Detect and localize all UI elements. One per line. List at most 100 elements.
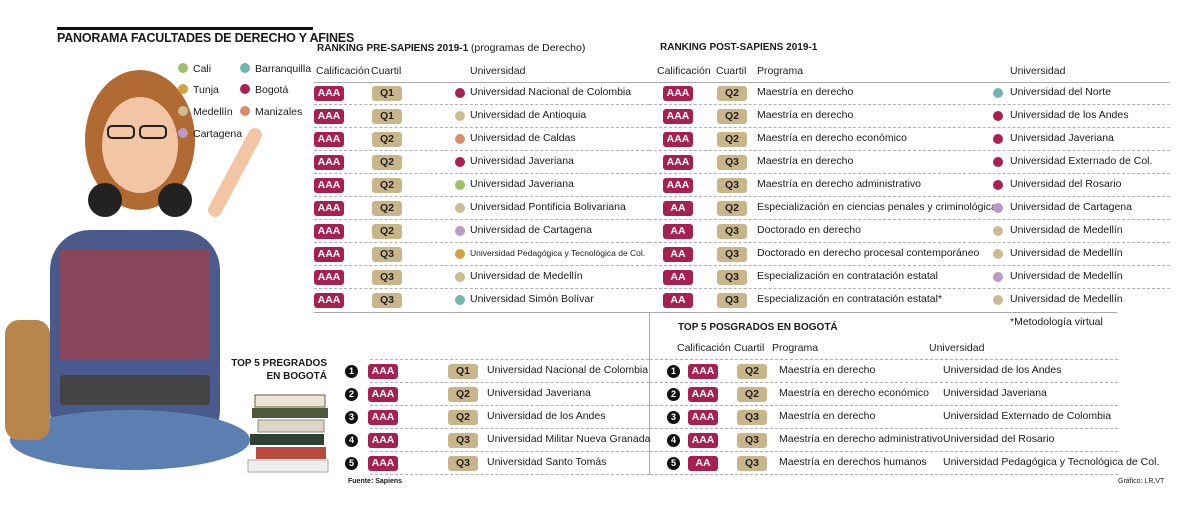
university-name: Universidad Militar Nueva Granada	[487, 433, 651, 445]
quartile-badge: Q2	[717, 86, 747, 101]
legend-item-cali: Cali	[178, 63, 211, 75]
rating-badge: AAA	[368, 433, 398, 448]
legend-dot-icon	[240, 106, 250, 116]
program-name: Maestría en derecho económico	[757, 132, 907, 144]
source: Fuente: Sapiens	[348, 478, 403, 485]
university-name: Universidad de los Andes	[943, 364, 1062, 376]
city-dot-icon	[993, 88, 1003, 98]
city-dot-icon	[455, 295, 465, 305]
row-divider	[649, 219, 1170, 220]
city-dot-icon	[993, 157, 1003, 167]
row-divider	[314, 104, 649, 105]
university-name: Universidad Simón Bolívar	[470, 293, 594, 305]
program-name: Especialización en contratación estatal*	[757, 293, 943, 305]
program-name: Doctorado en derecho procesal contemporá…	[757, 247, 980, 259]
legend-label: Cartagena	[193, 128, 243, 140]
rating-badge: AAA	[688, 410, 718, 425]
row-divider	[649, 127, 1170, 128]
rating-badge: AA	[663, 270, 693, 285]
legend-label: Barranquilla	[255, 63, 312, 75]
quartile-badge: Q3	[737, 456, 767, 471]
program-name: Maestría en derecho económico	[779, 387, 929, 399]
top-posgrados-title: TOP 5 POSGRADOS EN BOGOTÁ	[678, 322, 838, 333]
vertical-divider	[649, 312, 650, 475]
rating-badge: AAA	[314, 155, 344, 170]
city-dot-icon	[455, 134, 465, 144]
city-dot-icon	[993, 203, 1003, 213]
post-header-rating: Calificación	[657, 65, 711, 77]
rank-number-icon: 5	[345, 457, 358, 470]
university-name: Universidad Javeriana	[470, 178, 574, 190]
section-divider	[314, 312, 1117, 313]
quartile-badge: Q2	[372, 178, 402, 193]
rating-badge: AA	[688, 456, 718, 471]
row-divider	[370, 405, 649, 406]
rating-badge: AAA	[314, 86, 344, 101]
rank-number-icon: 3	[667, 411, 680, 424]
rating-badge: AAA	[663, 155, 693, 170]
city-dot-icon	[455, 249, 465, 259]
rank-number-icon: 4	[667, 434, 680, 447]
university-name: Universidad Santo Tomás	[487, 456, 607, 468]
city-dot-icon	[993, 272, 1003, 282]
university-name: Universidad Javeriana	[1010, 132, 1114, 144]
page-title: PANORAMA FACULTADES DE DERECHO Y AFINES	[57, 27, 354, 45]
rating-badge: AAA	[663, 132, 693, 147]
program-name: Doctorado en derecho	[757, 224, 861, 236]
quartile-badge: Q2	[372, 224, 402, 239]
quartile-badge: Q3	[448, 456, 478, 471]
quartile-badge: Q2	[448, 387, 478, 402]
quartile-badge: Q2	[372, 201, 402, 216]
credit: Gráfico: LR,VT	[1118, 478, 1165, 485]
city-dot-icon	[993, 134, 1003, 144]
rating-badge: AA	[663, 247, 693, 262]
top-post-header-university: Universidad	[929, 342, 985, 354]
university-name: Universidad Externado de Colombia	[943, 410, 1112, 422]
university-name: Universidad de los Andes	[487, 410, 606, 422]
row-divider	[314, 288, 649, 289]
quartile-badge: Q2	[717, 109, 747, 124]
university-name: Universidad de Medellín	[1010, 224, 1123, 236]
city-dot-icon	[455, 88, 465, 98]
legend-dot-icon	[178, 84, 188, 94]
city-dot-icon	[993, 295, 1003, 305]
top-post-header-program: Programa	[772, 342, 819, 354]
top-pregrados-title: TOP 5 PREGRADOS EN BOGOTÁ	[227, 357, 327, 383]
pre-ranking-subtitle: (programas de Derecho)	[470, 42, 586, 54]
row-divider	[370, 451, 649, 452]
rating-badge: AAA	[314, 132, 344, 147]
city-dot-icon	[455, 203, 465, 213]
row-divider	[370, 382, 649, 383]
row-divider	[649, 288, 1170, 289]
quartile-badge: Q3	[717, 224, 747, 239]
quartile-badge: Q3	[737, 410, 767, 425]
legend-item-barranquilla: Barranquilla	[240, 63, 311, 75]
quartile-badge: Q2	[737, 387, 767, 402]
university-name: Universidad Nacional de Colombia	[470, 86, 632, 98]
program-name: Maestría en derecho	[757, 109, 854, 121]
row-divider	[650, 405, 1118, 406]
row-divider	[314, 196, 649, 197]
quartile-badge: Q2	[372, 132, 402, 147]
rank-number-icon: 4	[345, 434, 358, 447]
city-dot-icon	[993, 249, 1003, 259]
row-divider	[649, 150, 1170, 151]
quartile-badge: Q2	[717, 201, 747, 216]
top-pregrados-title-line1: TOP 5 PREGRADOS	[231, 358, 327, 369]
city-dot-icon	[993, 226, 1003, 236]
row-divider	[314, 150, 649, 151]
row-divider	[314, 127, 649, 128]
legend-item-cartagena: Cartagena	[178, 128, 242, 140]
legend-dot-icon	[178, 63, 188, 73]
university-name: Universidad de Medellín	[1010, 293, 1123, 305]
quartile-badge: Q2	[737, 364, 767, 379]
pre-header-university: Universidad	[470, 65, 526, 77]
university-name: Universidad de Medellín	[1010, 270, 1123, 282]
university-name: Universidad Pontificia Bolivariana	[470, 201, 626, 213]
university-name: Universidad Nacional de Colombia	[487, 364, 649, 376]
university-name: Universidad del Rosario	[1010, 178, 1122, 190]
row-divider	[370, 474, 649, 475]
row-divider	[649, 265, 1170, 266]
rank-number-icon: 1	[667, 365, 680, 378]
city-dot-icon	[455, 111, 465, 121]
